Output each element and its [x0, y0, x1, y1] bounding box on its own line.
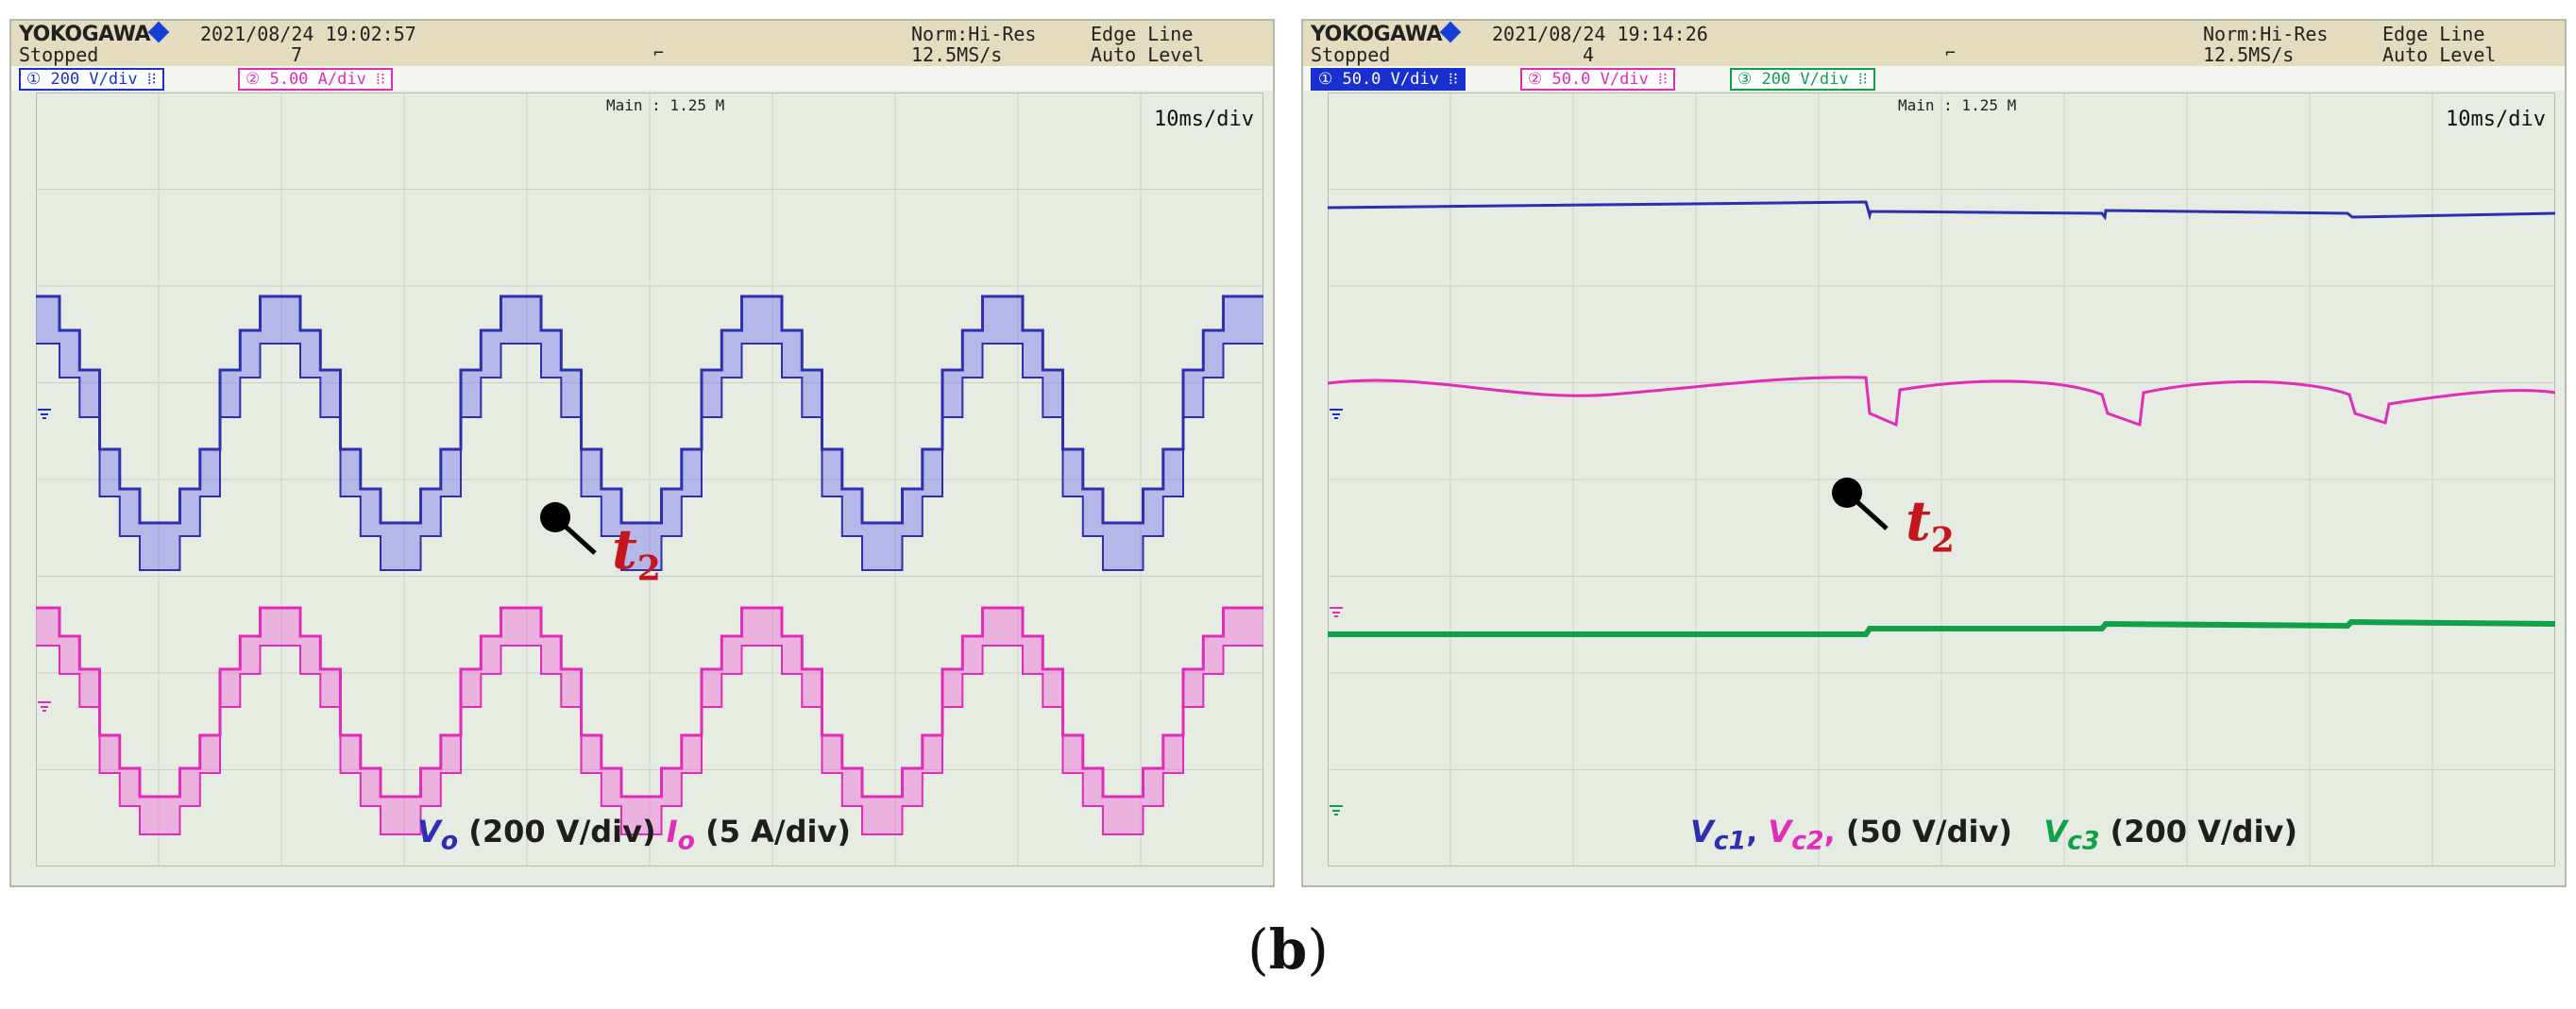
io-waveform-trace — [36, 606, 1263, 799]
timestamp: 2021/08/24 19:02:57 — [200, 23, 416, 45]
legend: Vc1, Vc2, (50 V/div) Vc3 (200 V/div) — [1690, 814, 2297, 855]
ground-marker-icon — [38, 701, 51, 712]
t2-marker-right: t2 — [1906, 489, 1955, 561]
record-length: Main : 1.25 M — [1898, 96, 2017, 114]
diamond-icon — [147, 21, 170, 43]
legend-vo-scale: (200 V/div) — [458, 814, 667, 849]
legend-io-sub: o — [677, 826, 695, 856]
trigger-type: Edge Line — [2382, 23, 2485, 45]
trigger-position-icon: ⌐ — [1945, 43, 1956, 63]
sample-rate: 12.5MS/s — [911, 43, 1003, 66]
vo-waveform-band — [36, 296, 1263, 570]
channel-bar: ① 50.0 V/div ⁞⁝ ② 50.0 V/div ⁞⁝ ③ 200 V/… — [1303, 66, 2565, 91]
t2-sub: 2 — [636, 548, 661, 589]
legend-vo-symbol: V — [417, 814, 441, 849]
io-waveform-band — [36, 608, 1263, 834]
trigger-type: Edge Line — [1091, 23, 1194, 45]
legend-vc1-symbol: V — [1690, 814, 1714, 849]
channel-2-scale[interactable]: ② 50.0 V/div ⁞⁝ — [1520, 68, 1676, 91]
vo-waveform-trace-lower — [36, 343, 1263, 571]
legend-vc3-symbol: V — [2043, 814, 2068, 849]
channel-1-scale[interactable]: ① 200 V/div ⁞⁝ — [19, 68, 164, 91]
vc3-waveform — [1328, 618, 2555, 637]
legend-sep: , — [1823, 814, 1846, 849]
legend-sep: , — [1746, 814, 1769, 849]
timebase: 10ms/div — [1154, 108, 1254, 131]
timestamp: 2021/08/24 19:14:26 — [1492, 23, 1708, 45]
vc1-waveform — [1328, 200, 2555, 221]
vc2-waveform — [1328, 376, 2555, 428]
legend-io-symbol: I — [666, 814, 678, 849]
acquisition-mode: Norm:Hi-Res — [2203, 23, 2329, 45]
record-length: Main : 1.25 M — [606, 96, 725, 114]
legend-vo-sub: o — [440, 826, 459, 856]
trigger-level: Auto Level — [1091, 43, 1205, 66]
acquisition-count: 7 — [291, 43, 303, 66]
channel-2-scale[interactable]: ② 5.00 A/div ⁞⁝ — [238, 68, 394, 91]
channel-bar: ① 200 V/div ⁞⁝ ② 5.00 A/div ⁞⁝ — [11, 66, 1273, 91]
scope-screen-left: YOKOGAWA 2021/08/24 19:02:57 Stopped 7 ⌐… — [9, 19, 1275, 887]
scope-header: YOKOGAWA 2021/08/24 19:02:57 Stopped 7 ⌐… — [11, 21, 1273, 66]
t2-symbol: t — [612, 517, 637, 581]
legend: Vo (200 V/div) Io (5 A/div) — [417, 814, 851, 855]
acquisition-mode: Norm:Hi-Res — [911, 23, 1037, 45]
channel-1-scale[interactable]: ① 50.0 V/div ⁞⁝ — [1311, 68, 1466, 91]
legend-vc2-symbol: V — [1768, 814, 1792, 849]
channel-3-scale[interactable]: ③ 200 V/div ⁞⁝ — [1730, 68, 1875, 91]
legend-group1-scale: (50 V/div) — [1845, 814, 2012, 849]
legend-vc1-sub: c1 — [1713, 826, 1747, 856]
waveform-area — [36, 92, 1263, 866]
legend-vc2-sub: c2 — [1791, 826, 1824, 856]
io-waveform-trace-lower — [36, 645, 1263, 835]
caption-letter: b — [1268, 917, 1308, 982]
run-state: Stopped — [19, 43, 99, 66]
ground-marker-icon — [1330, 805, 1343, 816]
t2-sub: 2 — [1930, 520, 1955, 561]
caption-open: ( — [1247, 917, 1269, 982]
scope-screen-right: YOKOGAWA 2021/08/24 19:14:26 Stopped 4 ⌐… — [1301, 19, 2567, 887]
sample-rate: 12.5MS/s — [2203, 43, 2295, 66]
legend-vc3-sub: c3 — [2067, 826, 2100, 856]
ground-marker-icon — [38, 409, 51, 419]
marker-pointer-icon — [553, 515, 597, 555]
t2-marker-left: t2 — [612, 517, 661, 589]
ground-marker-icon — [1330, 607, 1343, 617]
waveform-area — [1328, 92, 2555, 866]
diamond-icon — [1439, 21, 1462, 43]
legend-io-scale: (5 A/div) — [694, 814, 851, 849]
acquisition-count: 4 — [1583, 43, 1595, 66]
scope-header: YOKOGAWA 2021/08/24 19:14:26 Stopped 4 ⌐… — [1303, 21, 2565, 66]
brand-logo: YOKOGAWA — [1311, 23, 1443, 46]
run-state: Stopped — [1311, 43, 1391, 66]
brand-logo: YOKOGAWA — [19, 23, 151, 46]
ground-marker-icon — [1330, 409, 1343, 419]
vo-waveform-trace — [36, 294, 1263, 525]
trigger-level: Auto Level — [2382, 43, 2497, 66]
figure-caption: (b) — [0, 917, 2576, 982]
marker-pointer-icon — [1845, 491, 1889, 530]
timebase: 10ms/div — [2446, 108, 2546, 131]
trigger-position-icon: ⌐ — [653, 43, 664, 63]
caption-close: ) — [1307, 917, 1329, 982]
t2-symbol: t — [1906, 489, 1931, 553]
legend-group2-scale: (200 V/div) — [2099, 814, 2298, 849]
